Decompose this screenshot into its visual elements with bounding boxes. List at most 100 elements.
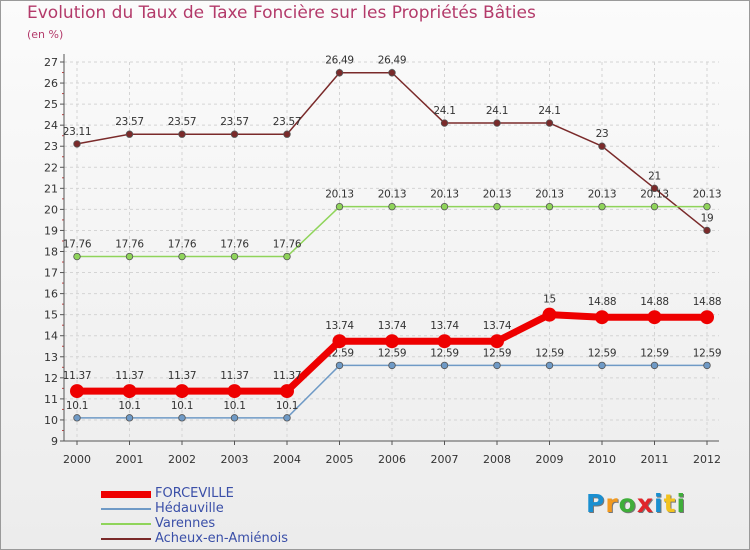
data-point [545, 119, 554, 127]
legend-item: Acheux-en-Amiénois [101, 531, 401, 546]
data-point [125, 130, 134, 138]
y-tick-label: 10 [44, 414, 58, 427]
data-point [490, 334, 504, 349]
data-label: 26.49 [378, 55, 407, 67]
x-tick-label: 2009 [536, 453, 564, 466]
data-label: 21 [648, 170, 661, 182]
data-label: 23.11 [63, 126, 92, 138]
data-point [178, 252, 186, 261]
legend-label: FORCEVILLE [155, 486, 234, 501]
data-point [335, 361, 344, 370]
data-point [175, 384, 189, 399]
data-point [650, 361, 659, 370]
data-point [73, 414, 81, 422]
data-point [125, 414, 134, 422]
data-point [703, 361, 711, 370]
y-tick-label: 9 [51, 435, 58, 448]
proxiti-logo: Proxiti [586, 489, 686, 518]
y-tick-label: 25 [44, 98, 58, 111]
logo-letter: P [586, 489, 606, 518]
y-tick-label: 11 [44, 393, 58, 406]
x-tick-label: 2007 [431, 453, 459, 466]
y-axis-unit: (en %) [27, 28, 64, 41]
data-label: 12.59 [640, 347, 669, 359]
data-point [283, 252, 291, 261]
x-tick-label: 2006 [378, 453, 406, 466]
data-point [703, 202, 711, 211]
data-point [650, 202, 659, 211]
data-label: 11.37 [168, 370, 197, 382]
data-point [542, 307, 557, 322]
data-point [493, 361, 501, 370]
x-tick-label: 2011 [641, 453, 669, 466]
logo-letter: x [636, 489, 654, 518]
data-label: 11.37 [115, 370, 144, 382]
data-label: 12.59 [483, 347, 512, 359]
data-label: 14.88 [640, 296, 669, 308]
data-label: 20.13 [640, 189, 669, 201]
data-label: 24.1 [486, 105, 508, 117]
y-tick-label: 15 [44, 309, 58, 322]
data-point [227, 384, 242, 399]
x-tick-label: 2012 [693, 453, 721, 466]
logo-letter: i [676, 489, 687, 518]
legend-label: Hédauville [155, 501, 224, 516]
data-label: 20.13 [693, 189, 722, 201]
series-group: 23.11 23.57 23.57 23.57 23.57 26.49 26.49 24.1 2… [63, 55, 722, 422]
data-label: 14.88 [588, 296, 617, 308]
data-label: 23.57 [168, 116, 197, 128]
legend-item: Varennes [101, 516, 401, 531]
x-tick-label: 2010 [588, 453, 616, 466]
x-tick-label: 2003 [221, 453, 249, 466]
data-point [122, 384, 137, 399]
y-tick-label: 13 [44, 351, 58, 364]
logo-letter: o [618, 489, 637, 518]
data-label: 20.13 [378, 189, 407, 201]
data-point [388, 69, 396, 77]
x-tick-label: 2001 [116, 453, 144, 466]
data-label: 13.74 [378, 320, 407, 332]
y-tick-label: 26 [44, 77, 58, 90]
chart-title: Evolution du Taux de Taxe Foncière sur l… [27, 3, 536, 23]
data-point [70, 384, 84, 399]
series-h-dauville: 10.1 10.1 10.1 10.1 10.1 12.59 12.59 12.59 12.59… [66, 347, 722, 422]
data-label: 17.76 [273, 239, 302, 251]
legend-label: Acheux-en-Amiénois [155, 531, 289, 546]
data-label: 12.59 [535, 347, 564, 359]
data-point [230, 252, 239, 261]
y-tick-label: 20 [44, 203, 58, 216]
legend-swatch [101, 523, 151, 525]
data-point [385, 334, 399, 349]
data-point [598, 202, 606, 211]
y-tick-label: 19 [44, 224, 58, 237]
grid-lines [64, 61, 719, 442]
data-point [703, 226, 711, 235]
data-label: 15 [543, 294, 556, 306]
data-point [280, 384, 294, 399]
data-point [545, 361, 554, 370]
data-label: 20.13 [535, 189, 564, 201]
data-point [700, 310, 714, 325]
data-point [335, 69, 344, 77]
data-label: 20.13 [325, 189, 354, 201]
data-label: 17.76 [220, 239, 249, 251]
y-tick-label: 27 [44, 56, 58, 69]
data-label: 13.74 [430, 320, 459, 332]
data-label: 26.49 [325, 55, 354, 67]
logo-letter: r [605, 489, 619, 518]
data-point [647, 310, 662, 325]
data-point [230, 130, 239, 138]
data-label: 10.1 [118, 400, 140, 412]
data-point [230, 414, 239, 422]
data-point [125, 252, 134, 261]
x-tick-label: 2004 [273, 453, 301, 466]
logo-letter: i [654, 489, 664, 518]
data-label: 23 [596, 128, 609, 140]
data-label: 13.74 [483, 320, 512, 332]
series-varennes: 17.76 17.76 17.76 17.76 17.76 20.13 20.13 20.13… [63, 189, 722, 261]
axes: 9 10 11 12 13 14 15 16 17 18 19 20 21 22 23 24 25 26 27 200… [44, 54, 721, 466]
x-tick-label: 2000 [63, 453, 91, 466]
data-point [388, 361, 396, 370]
data-label: 10.1 [276, 400, 298, 412]
series-forceville: 11.37 11.37 11.37 11.37 11.37 13.74 13.74 13.74… [63, 294, 722, 399]
